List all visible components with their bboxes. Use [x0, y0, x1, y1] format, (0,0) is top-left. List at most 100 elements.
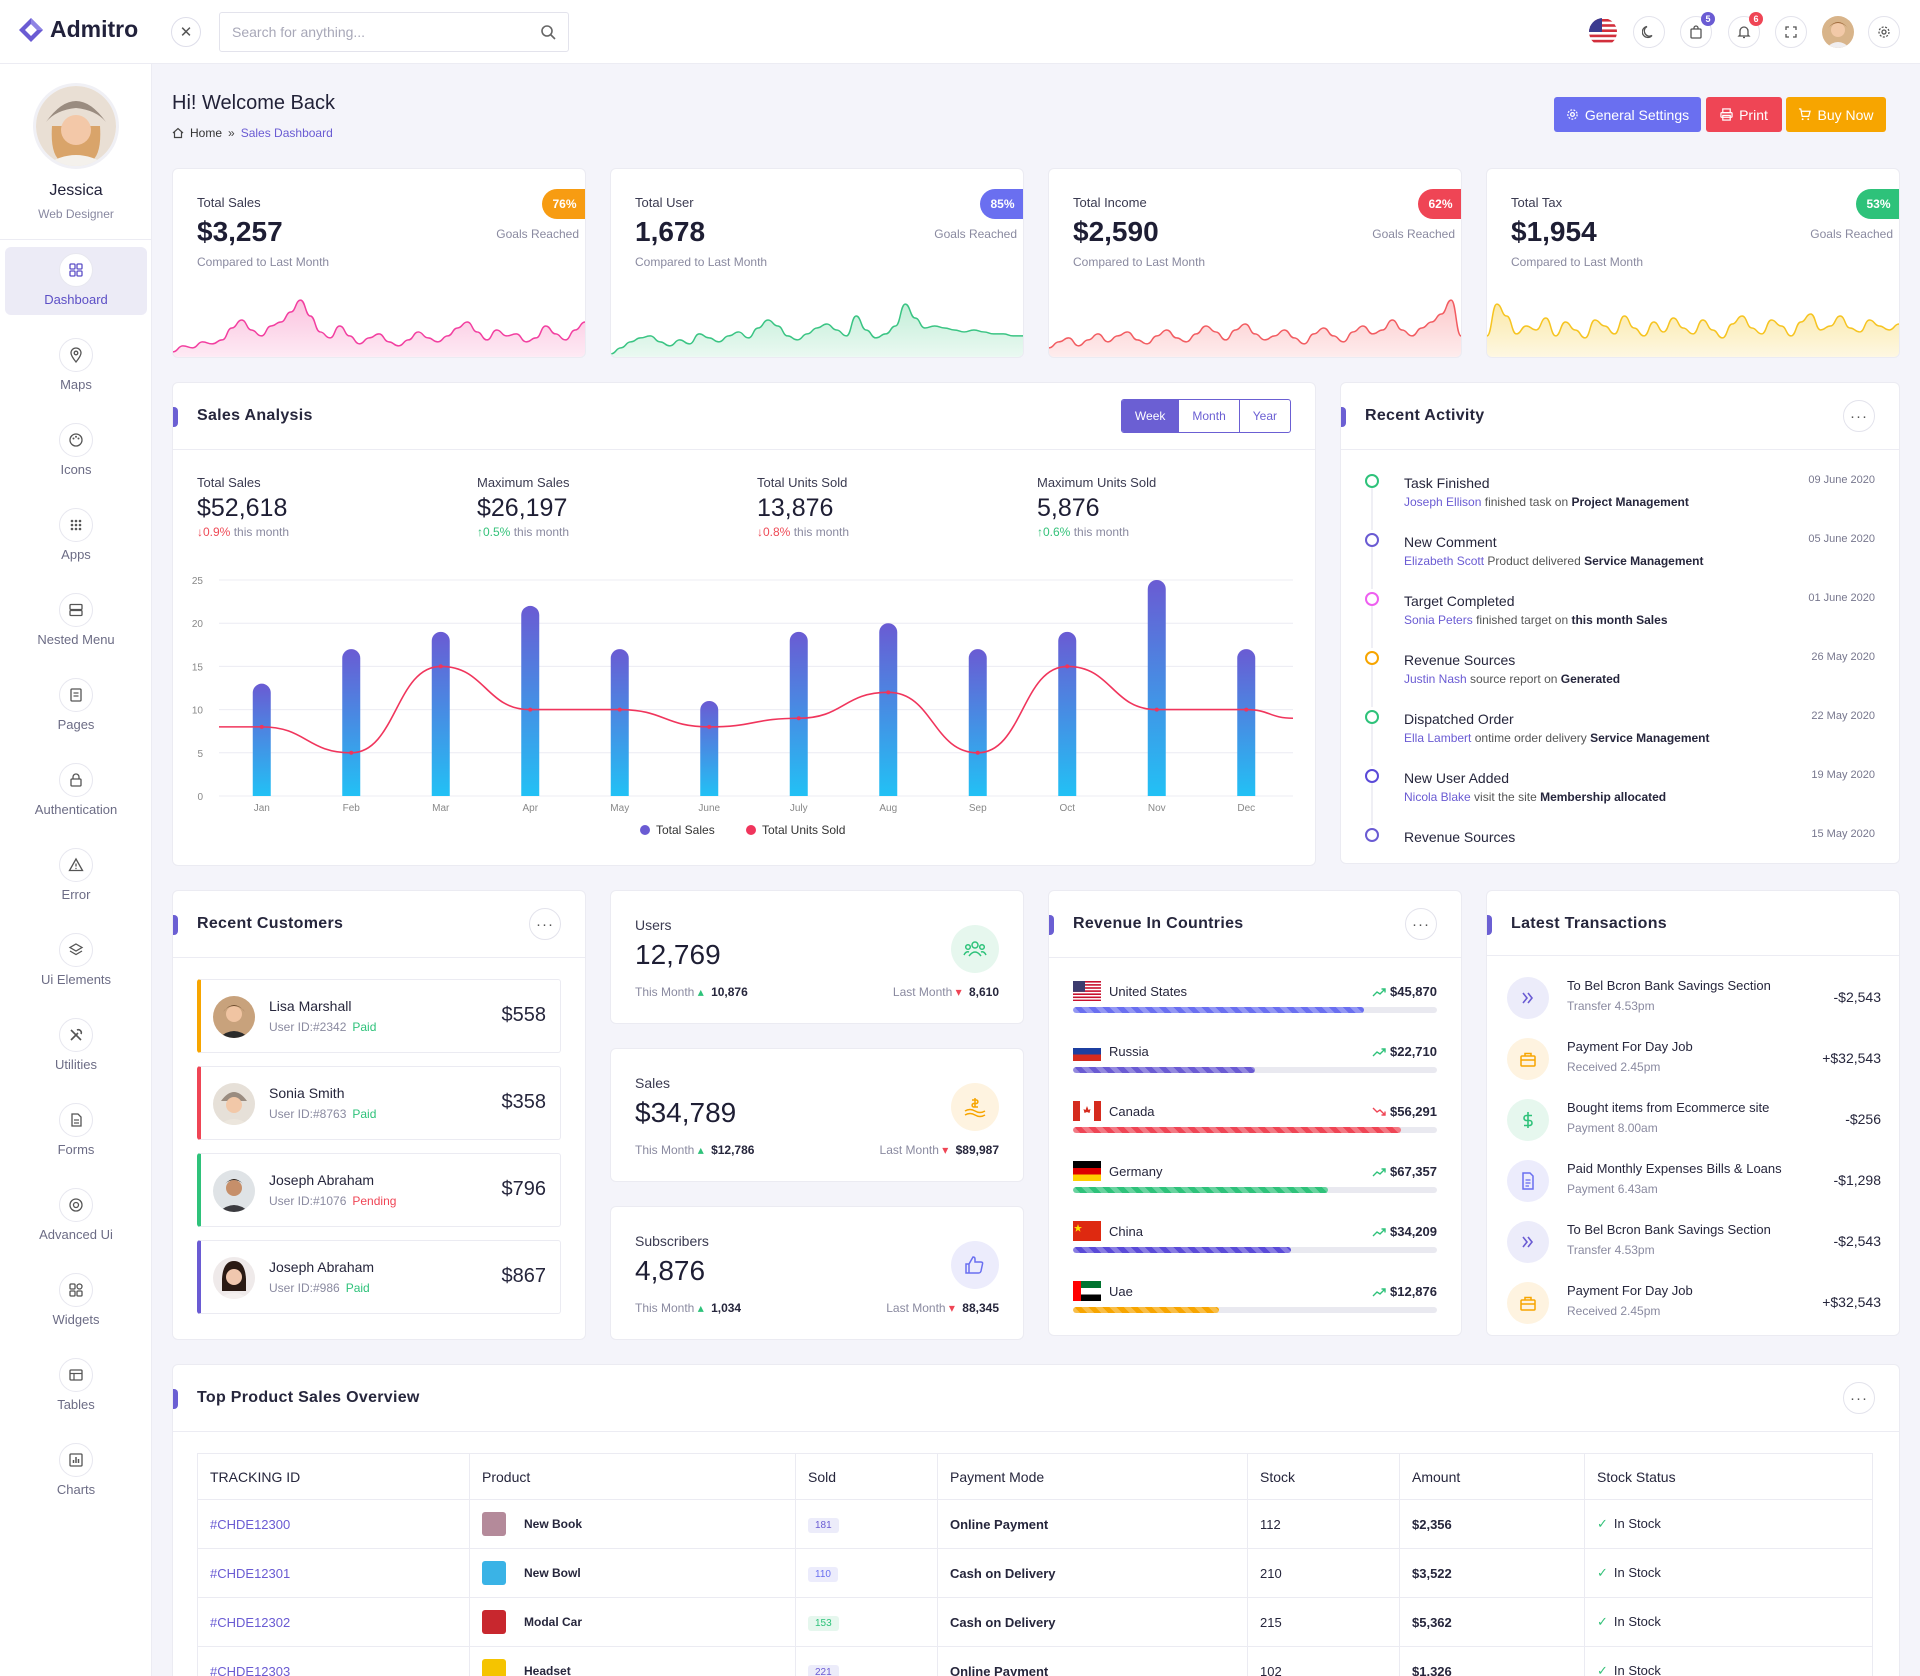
line-point[interactable]	[1154, 707, 1159, 712]
line-point[interactable]	[528, 707, 533, 712]
sidebar-item-error[interactable]: Error	[5, 842, 147, 910]
activity-person[interactable]: Justin Nash	[1404, 672, 1467, 686]
settings-button[interactable]	[1868, 16, 1900, 48]
buy-now-button[interactable]: Buy Now	[1786, 97, 1886, 132]
table-row[interactable]: #CHDE12302 Modal Car 153 Cash on Delivery 21…	[197, 1597, 1873, 1647]
payment-status: Paid	[352, 1107, 377, 1121]
notifications-button[interactable]: 6	[1728, 12, 1763, 48]
transaction-item[interactable]: Payment For Day Job Received 2.45pm +$32,5…	[1507, 1034, 1881, 1094]
bar-total-sales[interactable]	[252, 683, 271, 796]
tracking-id-cell[interactable]: #CHDE12302	[197, 1597, 470, 1647]
bar-total-sales[interactable]	[789, 631, 808, 796]
transaction-item[interactable]: Paid Monthly Expenses Bills & Loans Payme…	[1507, 1156, 1881, 1216]
col-payment-mode[interactable]: Payment Mode	[937, 1453, 1248, 1500]
legend-label[interactable]: Total Sales	[656, 823, 715, 837]
bar-total-sales[interactable]	[521, 605, 540, 796]
print-button[interactable]: Print	[1706, 97, 1782, 132]
col-product[interactable]: Product	[469, 1453, 796, 1500]
line-point[interactable]	[1244, 707, 1249, 712]
dark-mode-toggle[interactable]	[1633, 16, 1665, 48]
sidebar-item-icons[interactable]: Icons	[5, 417, 147, 485]
bar-total-sales[interactable]	[1058, 631, 1077, 796]
activity-person[interactable]: Elizabeth Scott	[1404, 554, 1485, 568]
transaction-item[interactable]: Bought items from Ecommerce site Payment …	[1507, 1095, 1881, 1155]
moon-icon	[1642, 25, 1653, 39]
transaction-item[interactable]: To Bel Bcron Bank Savings Section Transfe…	[1507, 1217, 1881, 1277]
sidebar-item-widgets[interactable]: Widgets	[5, 1267, 147, 1335]
line-point[interactable]	[796, 716, 801, 721]
transaction-item[interactable]: Payment For Day Job Received 2.45pm +$32,5…	[1507, 1278, 1881, 1335]
sidebar-item-tables[interactable]: Tables	[5, 1352, 147, 1420]
col-stock[interactable]: Stock	[1247, 1453, 1400, 1500]
sidebar-item-utilities[interactable]: Utilities	[5, 1012, 147, 1080]
table-row[interactable]: #CHDE12303 Headset 221 Online Payment 102 $1,…	[197, 1646, 1873, 1676]
line-point[interactable]	[617, 707, 622, 712]
bar-total-sales[interactable]	[968, 649, 987, 796]
search-input[interactable]	[220, 13, 520, 51]
more-options-button[interactable]: ···	[529, 908, 561, 940]
line-point[interactable]	[259, 724, 264, 729]
cart-button[interactable]: 5	[1680, 12, 1715, 48]
table-row[interactable]: #CHDE12301 New Bowl 110 Cash on Delivery 210…	[197, 1548, 1873, 1598]
sidebar-item-charts[interactable]: Charts	[5, 1437, 147, 1505]
bar-total-sales[interactable]	[610, 649, 629, 796]
search-icon[interactable]	[540, 24, 556, 40]
activity-person[interactable]: Sonia Peters	[1404, 613, 1473, 627]
sidebar-item-advanced-ui[interactable]: Advanced Ui	[5, 1182, 147, 1250]
sidebar-toggle-button[interactable]: ✕	[171, 17, 201, 47]
bar-total-sales[interactable]	[700, 700, 719, 796]
sidebar-item-maps[interactable]: Maps	[5, 332, 147, 400]
fullscreen-button[interactable]	[1775, 16, 1807, 48]
more-options-button[interactable]: ···	[1843, 400, 1875, 432]
line-point[interactable]	[438, 664, 443, 669]
profile-avatar[interactable]	[36, 86, 116, 166]
sidebar-item-dashboard[interactable]: Dashboard	[5, 247, 147, 315]
tracking-id-cell[interactable]: #CHDE12303	[197, 1646, 470, 1676]
tab-month[interactable]: Month	[1178, 400, 1238, 432]
tracking-id-cell[interactable]: #CHDE12301	[197, 1548, 470, 1598]
activity-person[interactable]: Ella Lambert	[1404, 731, 1472, 745]
bar-total-sales[interactable]	[342, 649, 361, 796]
general-settings-button[interactable]: General Settings	[1554, 97, 1701, 132]
customer-item[interactable]: Joseph Abraham User ID:#1076 Pending $796	[197, 1153, 561, 1227]
language-selector[interactable]	[1587, 16, 1619, 48]
col-amount[interactable]: Amount	[1399, 1453, 1585, 1500]
sidebar-item-authentication[interactable]: Authentication	[5, 757, 147, 825]
tracking-id-cell[interactable]: #CHDE12300	[197, 1499, 470, 1549]
header-user-avatar[interactable]	[1822, 16, 1854, 48]
sidebar-item-nested-menu[interactable]: Nested Menu	[5, 587, 147, 655]
line-point[interactable]	[1065, 664, 1070, 669]
table-row[interactable]: #CHDE12300 New Book 181 Online Payment 112 $2…	[197, 1499, 1873, 1549]
sidebar-item-pages[interactable]: Pages	[5, 672, 147, 740]
col-tracking-id[interactable]: TRACKING ID	[197, 1453, 470, 1500]
bar-total-sales[interactable]	[879, 623, 898, 796]
brand-logo[interactable]: Admitro	[18, 16, 138, 43]
tab-week[interactable]: Week	[1121, 400, 1179, 432]
line-point[interactable]	[975, 750, 980, 755]
activity-item: Target Completed Sonia Peters finished ta…	[1341, 589, 1899, 648]
customer-item[interactable]: Joseph Abraham User ID:#986 Paid $867	[197, 1240, 561, 1314]
more-options-button[interactable]: ···	[1843, 1382, 1875, 1414]
col-stock-status[interactable]: Stock Status	[1584, 1453, 1873, 1500]
more-options-button[interactable]: ···	[1405, 908, 1437, 940]
line-point[interactable]	[349, 750, 354, 755]
legend-label[interactable]: Total Units Sold	[762, 823, 845, 837]
goal-label: Goals Reached	[934, 227, 1017, 241]
sidebar-item-ui-elements[interactable]: Ui Elements	[5, 927, 147, 995]
bar-total-sales[interactable]	[1237, 649, 1256, 796]
line-point[interactable]	[886, 690, 891, 695]
sidebar-item-apps[interactable]: Apps	[5, 502, 147, 570]
breadcrumb-home[interactable]: Home	[190, 126, 223, 140]
bar-total-sales[interactable]	[431, 631, 450, 796]
sidebar-item-forms[interactable]: Forms	[5, 1097, 147, 1165]
activity-person[interactable]: Nicola Blake	[1404, 790, 1471, 804]
tab-year[interactable]: Year	[1238, 400, 1290, 432]
line-point[interactable]	[707, 724, 712, 729]
activity-person[interactable]: Joseph Ellison	[1404, 495, 1482, 509]
customer-item[interactable]: Sonia Smith User ID:#8763 Paid $358	[197, 1066, 561, 1140]
col-sold[interactable]: Sold	[795, 1453, 938, 1500]
transaction-item[interactable]: To Bel Bcron Bank Savings Section Transfe…	[1507, 973, 1881, 1033]
bar-total-sales[interactable]	[1147, 580, 1166, 796]
customer-item[interactable]: Lisa Marshall User ID:#2342 Paid $558	[197, 979, 561, 1053]
payment-status: Pending	[352, 1194, 397, 1208]
